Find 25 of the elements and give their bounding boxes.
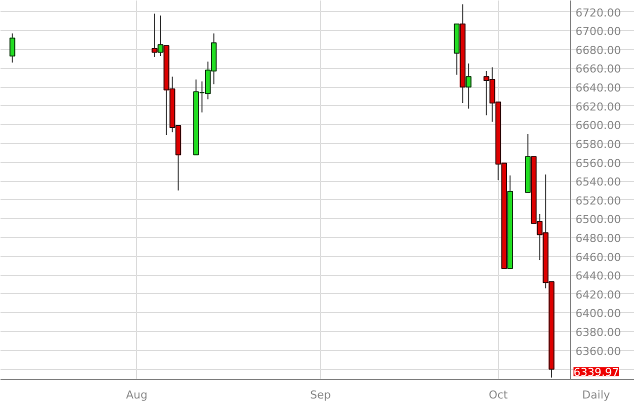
y-tick-label: 6580.00	[576, 138, 621, 151]
y-tick-label: 6420.00	[576, 288, 621, 302]
y-tick-label: 6620.00	[576, 100, 621, 114]
annotation: 6339.97	[574, 366, 619, 380]
y-tick-label: 6440.00	[576, 270, 621, 283]
y-tick-label: 6400.00	[576, 307, 621, 320]
y-tick-label: 6460.00	[576, 250, 621, 264]
x-tick-label: Sep	[310, 388, 331, 402]
y-tick-label: 6480.00	[576, 232, 621, 245]
y-tick-label: 6540.00	[576, 176, 621, 189]
y-tick-label: 6660.00	[576, 62, 621, 76]
candlestick	[9, 32, 16, 64]
y-tick-label: 6700.00	[576, 25, 621, 38]
y-tick-label: 6680.00	[576, 44, 621, 57]
y-tick-label: 6640.00	[576, 82, 621, 95]
y-tick-label: 6500.00	[576, 213, 621, 226]
y-tick-label: 6560.00	[576, 156, 621, 170]
y-tick-label: 6600.00	[576, 119, 621, 132]
y-tick-label: 6380.00	[576, 326, 621, 340]
y-tick-label: 6360.00	[576, 344, 621, 358]
x-tick-label: Oct	[488, 388, 508, 402]
x-tick-label: Aug	[126, 388, 148, 402]
y-tick-label: 6520.00	[576, 194, 621, 208]
text: Daily	[582, 388, 611, 402]
y-tick-label: 6720.00	[576, 6, 621, 20]
